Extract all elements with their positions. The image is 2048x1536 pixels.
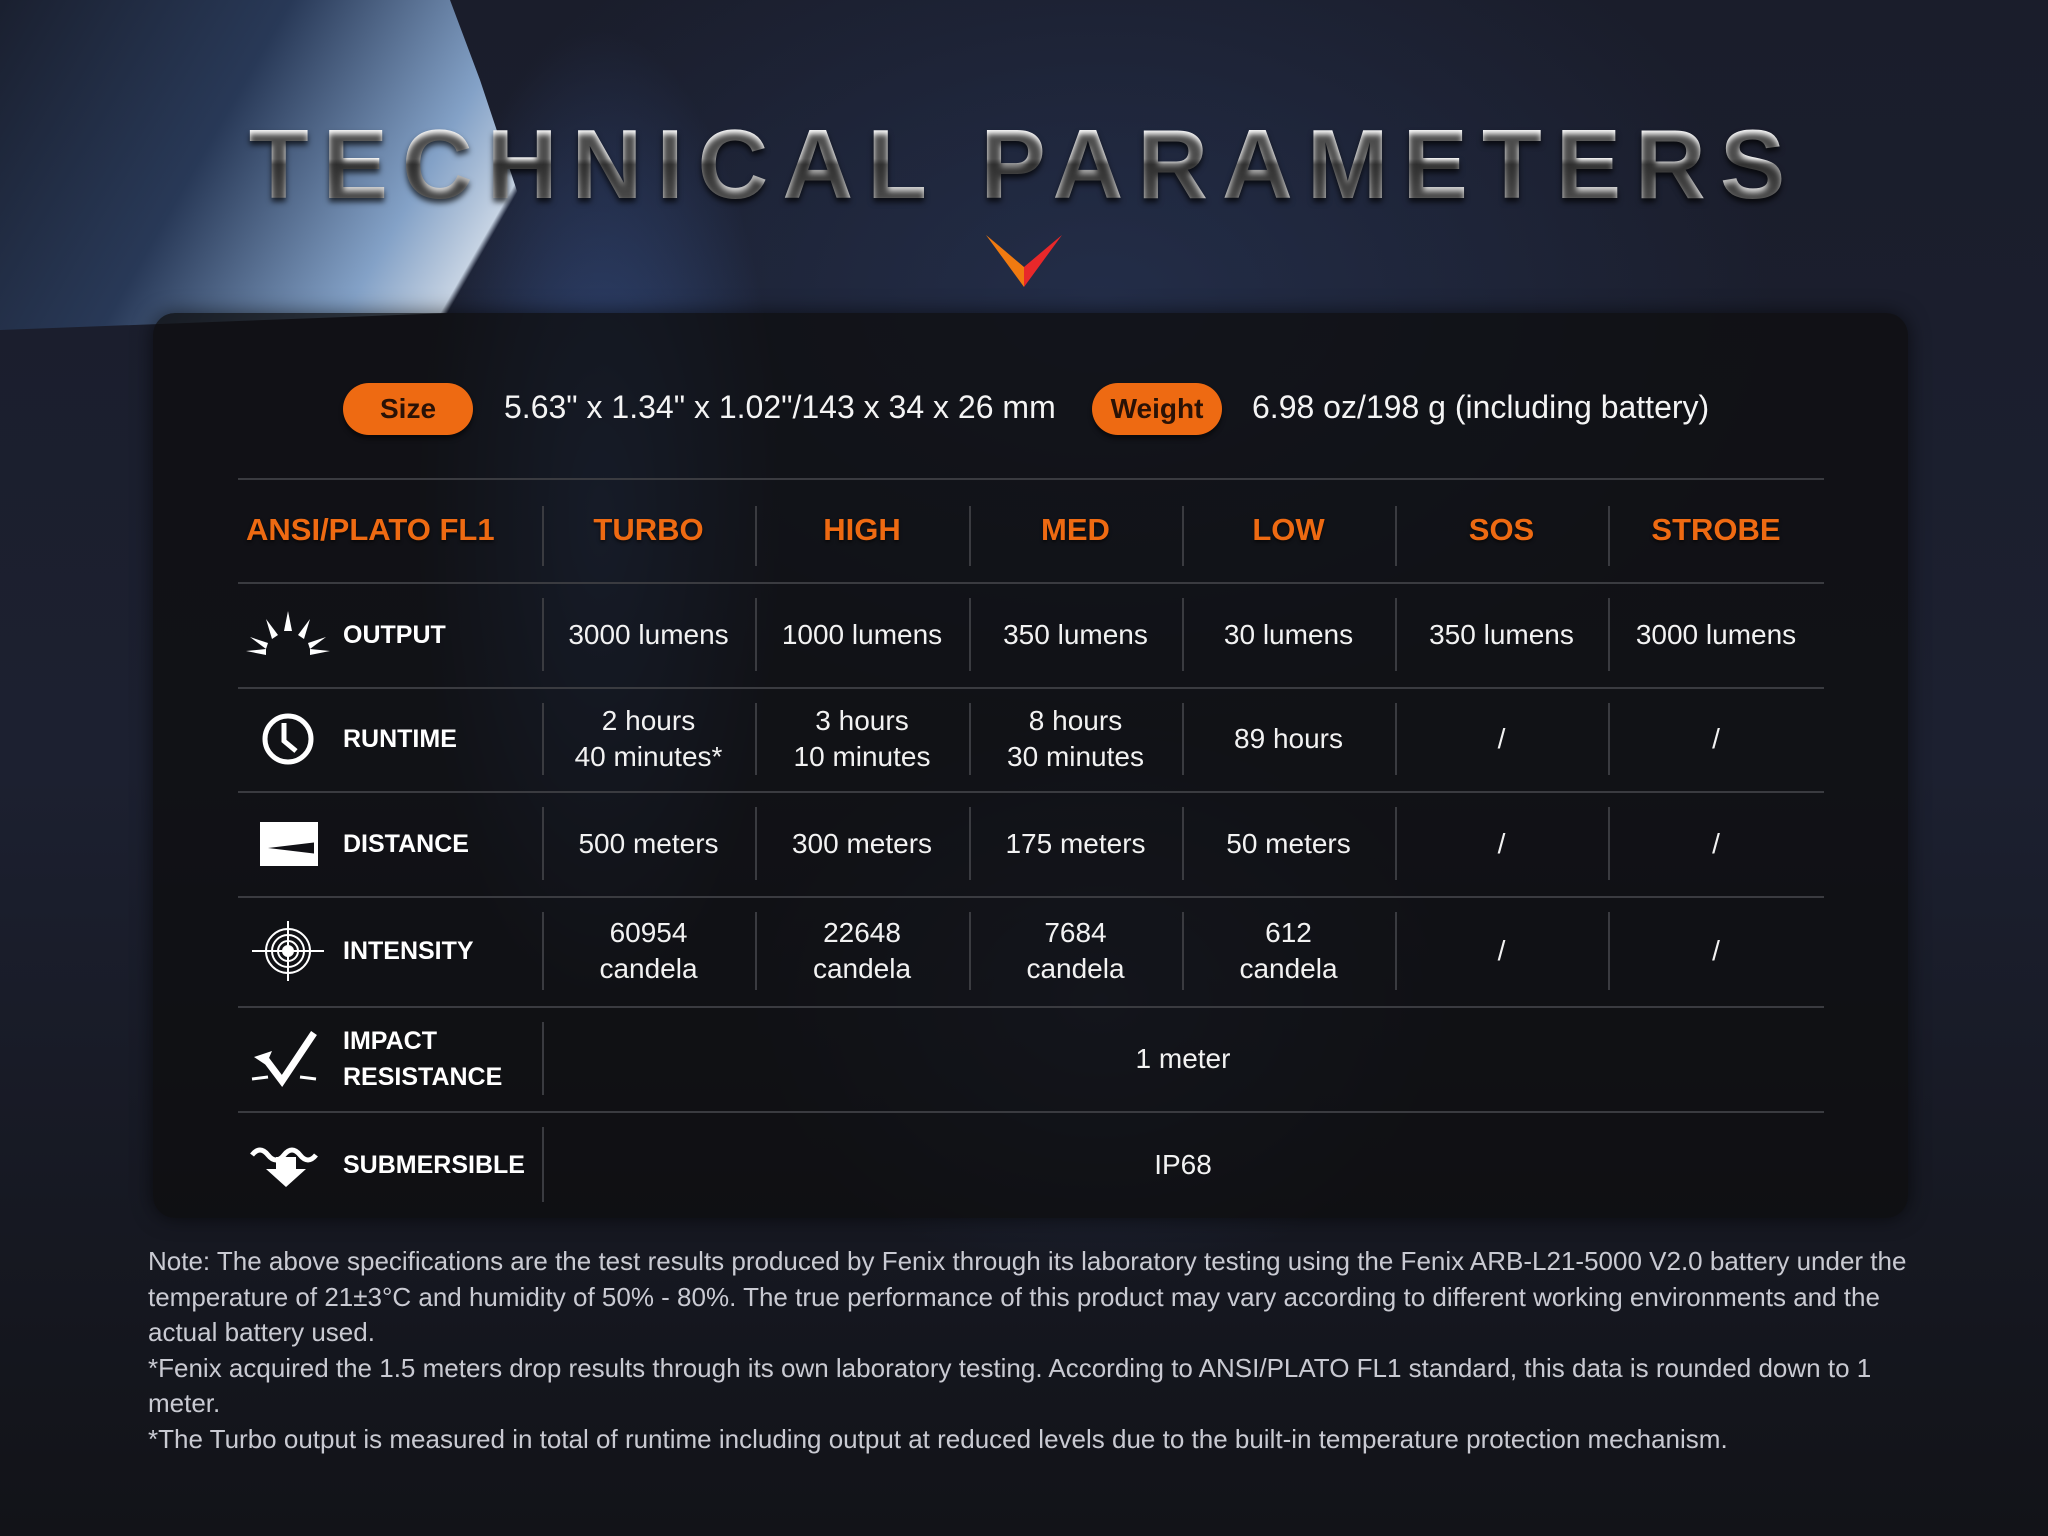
column-divider — [542, 1127, 544, 1202]
column-divider — [1608, 703, 1610, 775]
row-label: DISTANCE — [343, 829, 469, 858]
row-label: SUBMERSIBLE — [343, 1150, 525, 1179]
column-header-strobe: STROBE — [1651, 512, 1781, 547]
row-value: 1 meter — [1135, 1042, 1231, 1074]
column-divider — [542, 1022, 544, 1095]
size-value: 5.63" x 1.34" x 1.02"/143 x 34 x 26 mm — [504, 389, 1056, 425]
row-divider — [238, 582, 1824, 584]
column-divider — [755, 912, 757, 990]
column-header-ansi-plato-fl1: ANSI/PLATO FL1 — [246, 512, 495, 547]
table-cell: 1000 lumens — [781, 618, 943, 650]
table-cell: 3000 lumens — [1635, 618, 1797, 650]
page-title: TECHNICAL PARAMETERS — [0, 108, 2048, 221]
weight-badge: Weight — [1092, 383, 1222, 435]
note-line: *Fenix acquired the 1.5 meters drop resu… — [148, 1352, 1872, 1419]
column-divider — [1608, 807, 1610, 880]
clock-icon — [262, 713, 314, 765]
column-divider — [969, 506, 971, 566]
table-cell: / — [1497, 827, 1506, 859]
impact-check-icon — [251, 1030, 317, 1087]
row-label: RUNTIME — [343, 725, 457, 753]
column-divider — [1395, 506, 1397, 566]
column-divider — [755, 598, 757, 671]
row-divider — [238, 687, 1824, 689]
table-cell: 350 lumens — [1003, 618, 1148, 650]
column-divider — [1395, 703, 1397, 775]
size-badge: Size — [343, 383, 473, 435]
row-divider — [238, 1006, 1824, 1008]
column-divider — [1395, 598, 1397, 671]
column-divider — [969, 703, 971, 775]
table-cell: 89 hours — [1234, 723, 1343, 754]
table-cell: 3 hours 10 minutes — [793, 705, 931, 772]
table-cell: 175 meters — [1005, 827, 1146, 859]
table-cell: / — [1712, 827, 1720, 859]
table-cell: 300 meters — [791, 827, 933, 859]
table-cell: 50 meters — [1226, 827, 1351, 859]
column-divider — [969, 912, 971, 990]
table-cell: 350 lumens — [1429, 618, 1574, 650]
background-rock — [0, 0, 530, 330]
target-icon — [252, 921, 324, 981]
column-divider — [1182, 703, 1184, 775]
row-divider — [238, 896, 1824, 898]
column-divider — [1182, 598, 1184, 671]
column-divider — [969, 807, 971, 880]
submersible-icon — [250, 1147, 318, 1187]
chevron-down-icon — [986, 235, 1062, 287]
note-line: *The Turbo output is measured in total o… — [148, 1423, 1728, 1454]
notes: Note: The above specifications are the t… — [148, 1244, 1928, 1457]
table-cell: 612 candela — [1239, 917, 1338, 984]
column-divider — [1395, 807, 1397, 880]
column-divider — [542, 506, 544, 566]
table-cell: / — [1712, 935, 1720, 966]
sun-rays-icon — [246, 610, 330, 655]
table-cell: 60954 candela — [599, 917, 698, 984]
table-cell: 3000 lumens — [568, 618, 729, 650]
spec-panel — [153, 313, 1908, 1218]
row-label: INTENSITY — [343, 937, 474, 965]
table-cell: 30 lumens — [1223, 618, 1354, 650]
column-divider — [542, 912, 544, 990]
table-cell: / — [1712, 723, 1720, 754]
column-divider — [1182, 807, 1184, 880]
table-cell: / — [1497, 935, 1506, 966]
column-header-sos: SOS — [1468, 512, 1535, 547]
table-cell: 8 hours 30 minutes — [1007, 705, 1144, 772]
row-divider — [238, 791, 1824, 793]
table-cell: 2 hours 40 minutes* — [574, 705, 723, 772]
column-divider — [969, 598, 971, 671]
column-header-low: LOW — [1252, 512, 1325, 547]
column-divider — [1182, 506, 1184, 566]
table-cell: / — [1497, 723, 1506, 754]
column-divider — [1608, 598, 1610, 671]
table-cell: 7684 candela — [1026, 917, 1125, 984]
beam-distance-icon — [260, 821, 318, 866]
table-cell: 500 meters — [578, 827, 719, 859]
column-header-high: HIGH — [823, 512, 901, 547]
column-divider — [1608, 506, 1610, 566]
column-divider — [755, 506, 757, 566]
row-label: OUTPUT — [343, 620, 446, 649]
column-header-med: MED — [1041, 512, 1110, 547]
column-divider — [755, 807, 757, 880]
column-divider — [542, 598, 544, 671]
column-divider — [542, 807, 544, 880]
row-label: IMPACT RESISTANCE — [343, 1026, 503, 1091]
row-divider — [238, 1111, 1824, 1113]
table-cell: 22648 candela — [812, 917, 912, 984]
column-divider — [1395, 912, 1397, 990]
weight-value: 6.98 oz/198 g (including battery) — [1252, 389, 1710, 425]
column-divider — [1182, 912, 1184, 990]
row-divider — [238, 478, 1824, 480]
row-value: IP68 — [1154, 1148, 1212, 1180]
note-line: Note: The above specifications are the t… — [148, 1246, 1907, 1347]
column-divider — [542, 703, 544, 775]
column-header-turbo: TURBO — [593, 512, 704, 547]
column-divider — [1608, 912, 1610, 990]
column-divider — [755, 703, 757, 775]
